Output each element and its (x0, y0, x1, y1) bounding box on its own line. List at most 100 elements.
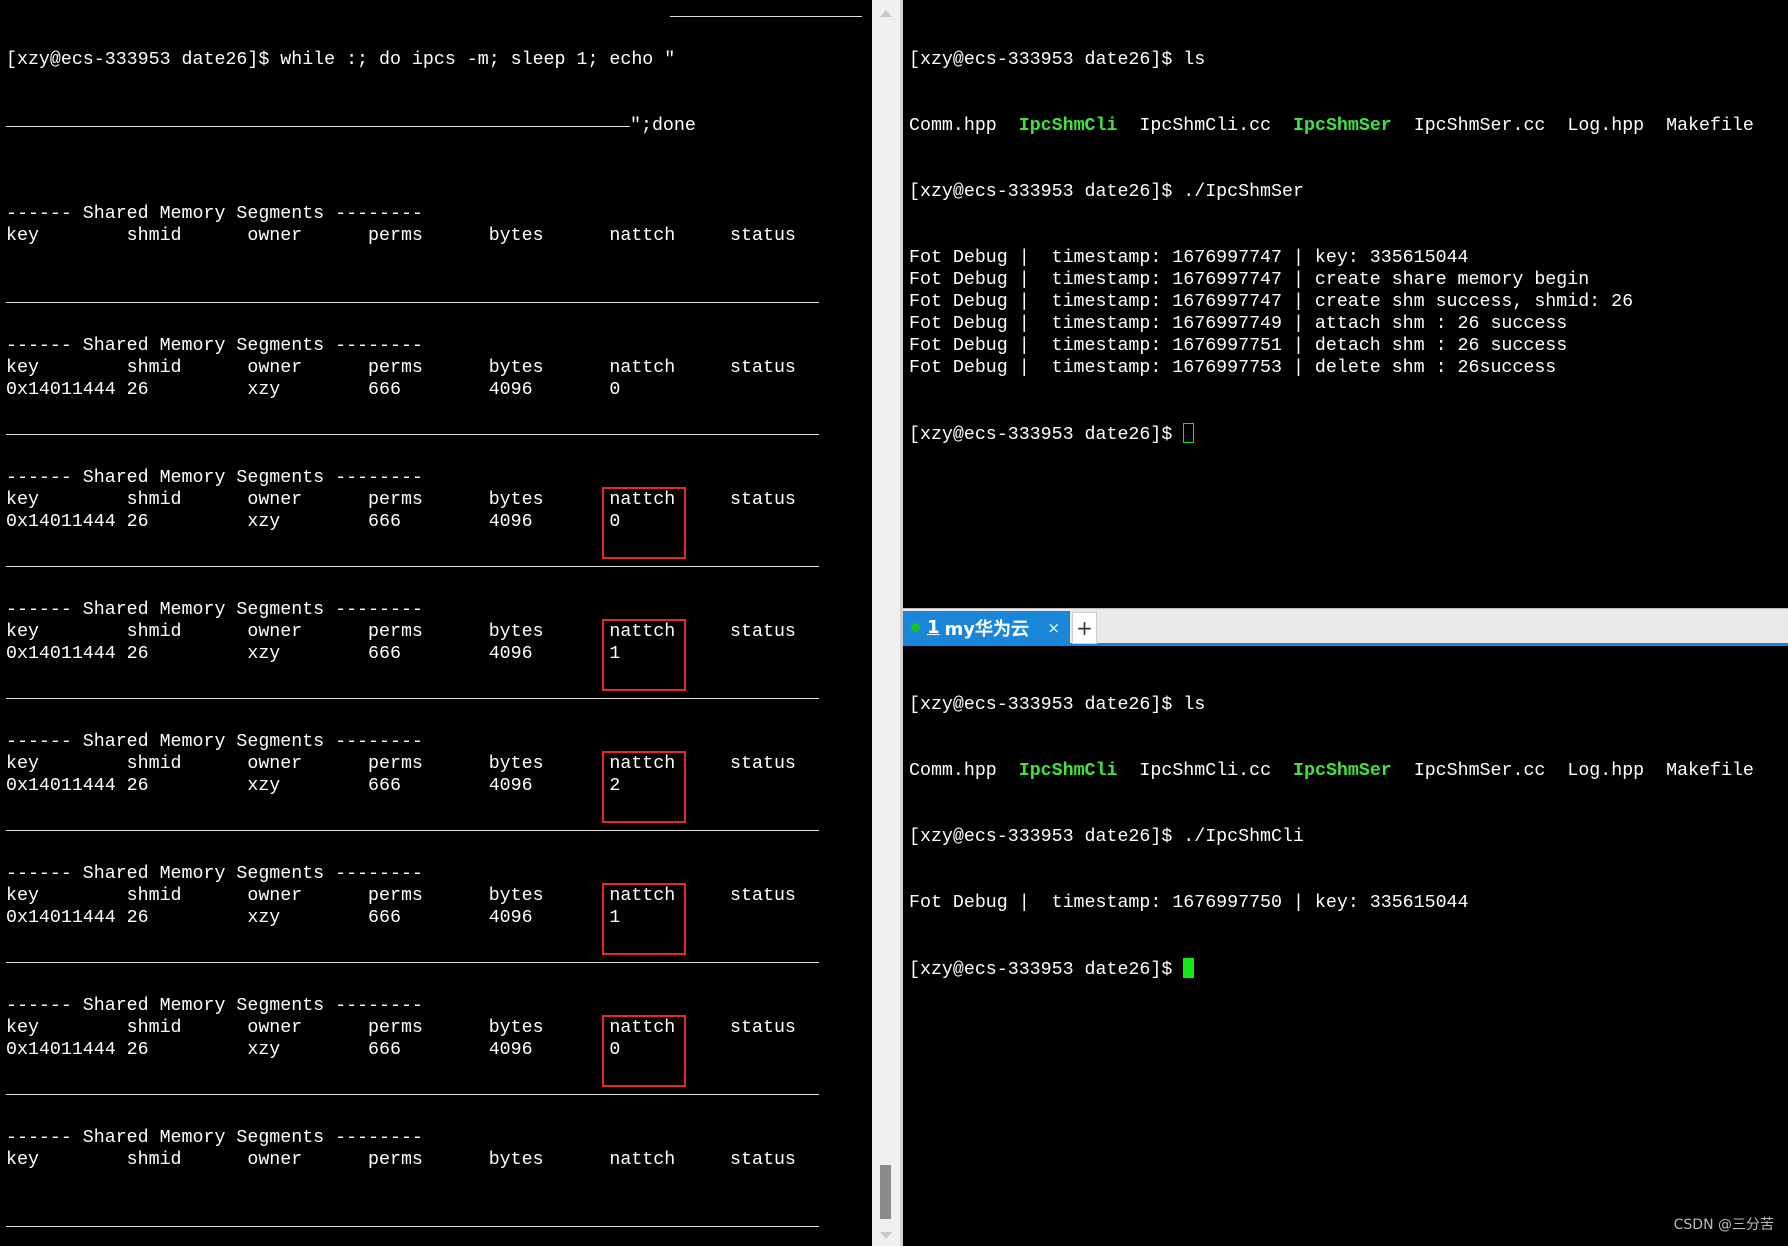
segment-header: ------ Shared Memory Segments -------- (6, 600, 423, 620)
tab-my-huawei-cloud[interactable]: 1 my华为云 × (903, 611, 1070, 644)
prompt-text: [xzy@ecs-333953 date26]$ (909, 960, 1184, 980)
prompt-current: [xzy@ecs-333953 date26]$ (909, 958, 1788, 980)
log-line: Fot Debug | timestamp: 1676997747 | key:… (909, 248, 1469, 268)
cursor (1183, 958, 1195, 978)
scrollbar-thumb[interactable] (880, 1165, 891, 1219)
log-line: Fot Debug | timestamp: 1676997750 | key:… (909, 893, 1469, 913)
executable-file: IpcShmCli (1018, 761, 1118, 781)
cursor (1183, 423, 1195, 443)
file: Log.hpp (1567, 116, 1645, 136)
echo-rule (670, 16, 862, 38)
left-scrollbar[interactable] (872, 0, 900, 1246)
segment-header: ------ Shared Memory Segments -------- (6, 1128, 423, 1148)
segment-row: 0x14011444 26 xzy 666 4096 2 (6, 776, 621, 796)
separator-rule (6, 687, 872, 709)
executable-file: IpcShmSer (1293, 761, 1392, 781)
blank-line (6, 247, 872, 269)
prompt-current: [xzy@ecs-333953 date26]$ (909, 423, 1788, 445)
log-line: Fot Debug | timestamp: 1676997749 | atta… (909, 314, 1568, 334)
nattch-highlight-box (602, 619, 686, 691)
scroll-up-icon[interactable] (880, 10, 892, 17)
column-headers: key shmid owner perms bytes nattch statu… (6, 886, 796, 906)
blank-line (6, 929, 872, 951)
file: IpcShmCli.cc (1139, 761, 1272, 781)
nattch-highlight-box (602, 487, 686, 559)
command-line-continuation: ";done (6, 115, 872, 137)
right-top-terminal[interactable]: [xzy@ecs-333953 date26]$ ls Comm.hpp Ipc… (903, 0, 1788, 608)
blank-line (6, 1193, 872, 1215)
column-headers: key shmid owner perms bytes nattch statu… (6, 622, 796, 642)
separator-rule (6, 1215, 872, 1237)
segment-header: ------ Shared Memory Segments -------- (6, 732, 423, 752)
segment-header: ------ Shared Memory Segments -------- (6, 468, 423, 488)
ipcs-block: ------ Shared Memory Segments -------- ke… (6, 599, 872, 691)
file: Comm.hpp (909, 761, 997, 781)
executable-file: IpcShmCli (1018, 116, 1118, 136)
ipcs-block: ------ Shared Memory Segments -------- ke… (6, 335, 872, 401)
file: IpcShmSer.cc (1413, 761, 1546, 781)
ipcs-block: ------ Shared Memory Segments -------- ke… (6, 467, 872, 559)
separator-rule (6, 291, 872, 313)
file-list: Comm.hpp IpcShmCli IpcShmCli.cc IpcShmSe… (909, 115, 1788, 137)
ipcs-block: ------ Shared Memory Segments -------- ke… (6, 863, 872, 955)
column-headers: key shmid owner perms bytes nattch statu… (6, 1150, 796, 1170)
ipcs-block: ------ Shared Memory Segments -------- ke… (6, 995, 872, 1087)
blank-line (6, 533, 872, 555)
segment-header: ------ Shared Memory Segments -------- (6, 204, 423, 224)
prompt-run: [xzy@ecs-333953 date26]$ ./IpcShmCli (909, 827, 1304, 847)
column-headers: key shmid owner perms bytes nattch statu… (6, 226, 796, 246)
file: Makefile (1666, 116, 1754, 136)
left-terminal[interactable]: [xzy@ecs-333953 date26]$ while :; do ipc… (0, 0, 872, 1246)
prompt-run: [xzy@ecs-333953 date26]$ ./IpcShmSer (909, 182, 1304, 202)
ipcs-block: ------ Shared Memory Segments -------- ke… (6, 731, 872, 823)
separator-rule (6, 423, 872, 445)
pane-divider[interactable] (900, 0, 903, 1246)
close-icon[interactable]: × (1047, 618, 1060, 637)
executable-file: IpcShmSer (1293, 116, 1392, 136)
blank-line (6, 313, 872, 335)
segment-header: ------ Shared Memory Segments -------- (6, 996, 423, 1016)
separator-rule (6, 819, 872, 841)
connected-status-icon (911, 623, 920, 632)
separator-rule (6, 555, 872, 577)
blank-line (6, 401, 872, 423)
blank-line (6, 841, 872, 863)
right-bottom-terminal[interactable]: [xzy@ecs-333953 date26]$ ls Comm.hpp Ipc… (903, 646, 1788, 1246)
segment-row: 0x14011444 26 xzy 666 4096 1 (6, 644, 621, 664)
column-headers: key shmid owner perms bytes nattch statu… (6, 358, 796, 378)
nattch-highlight-box (602, 1015, 686, 1087)
file: Makefile (1666, 761, 1754, 781)
blank-line (6, 445, 872, 467)
log-line: Fot Debug | timestamp: 1676997751 | deta… (909, 336, 1568, 356)
log-line: Fot Debug | timestamp: 1676997747 | crea… (909, 270, 1590, 290)
blank-line (6, 1061, 872, 1083)
separator-rule (6, 951, 872, 973)
prompt-text: [xzy@ecs-333953 date26]$ (909, 425, 1184, 445)
segment-row: 0x14011444 26 xzy 666 4096 0 (6, 380, 621, 400)
file: IpcShmCli.cc (1139, 116, 1272, 136)
blank-line (6, 1105, 872, 1127)
column-headers: key shmid owner perms bytes nattch statu… (6, 490, 796, 510)
blank-line (6, 1237, 872, 1246)
blank-line (6, 709, 872, 731)
ipcs-block: ------ Shared Memory Segments -------- ke… (6, 203, 872, 269)
scroll-down-icon[interactable] (880, 1232, 892, 1239)
blank-line (6, 577, 872, 599)
separator-rule (6, 1083, 872, 1105)
column-headers: key shmid owner perms bytes nattch statu… (6, 1018, 796, 1038)
segment-header: ------ Shared Memory Segments -------- (6, 864, 423, 884)
column-headers: key shmid owner perms bytes nattch statu… (6, 754, 796, 774)
add-tab-button[interactable]: + (1072, 612, 1097, 644)
segment-header: ------ Shared Memory Segments -------- (6, 336, 423, 356)
ipcs-block: ------ Shared Memory Segments -------- ke… (6, 1127, 872, 1193)
segment-row: 0x14011444 26 xzy 666 4096 0 (6, 512, 621, 532)
blank-line (6, 1171, 872, 1193)
blank-line (6, 797, 872, 819)
log-line: Fot Debug | timestamp: 1676997753 | dele… (909, 358, 1557, 378)
nattch-highlight-box (602, 751, 686, 823)
tab-label: my华为云 (944, 618, 1030, 640)
file-list: Comm.hpp IpcShmCli IpcShmCli.cc IpcShmSe… (909, 760, 1788, 782)
command-line: [xzy@ecs-333953 date26]$ while :; do ipc… (6, 50, 676, 70)
prompt-ls: [xzy@ecs-333953 date26]$ ls (909, 50, 1206, 70)
log-line: Fot Debug | timestamp: 1676997747 | crea… (909, 292, 1634, 312)
